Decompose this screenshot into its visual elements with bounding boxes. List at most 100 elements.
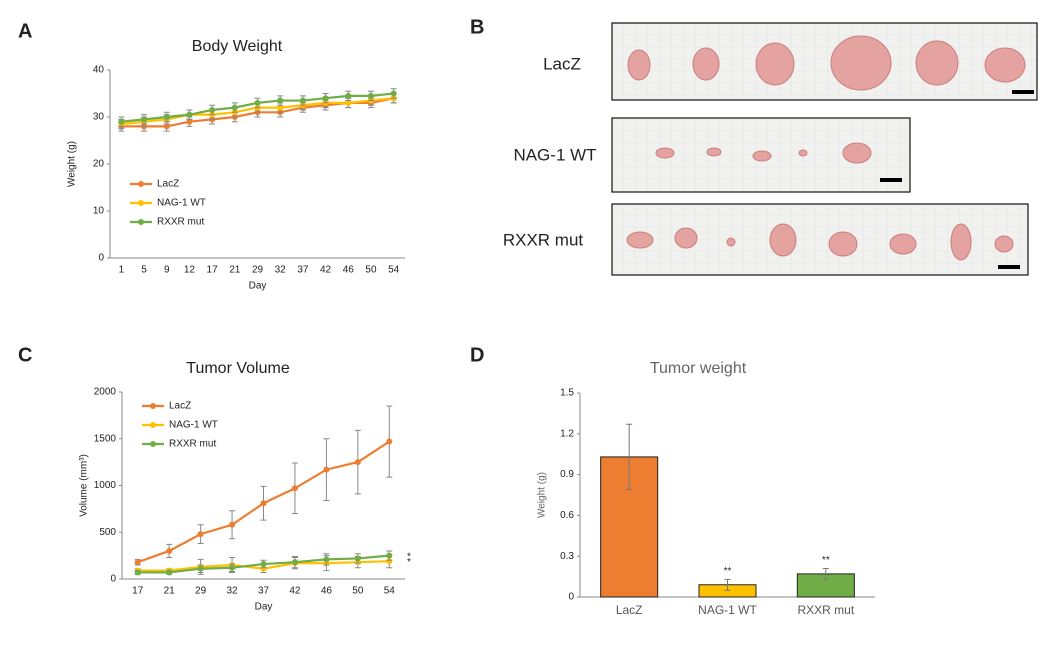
point bbox=[386, 558, 393, 565]
row-label: LacZ bbox=[543, 54, 581, 73]
point bbox=[166, 569, 173, 576]
point bbox=[291, 559, 298, 566]
x-tick-label: 17 bbox=[132, 586, 144, 597]
point bbox=[299, 97, 306, 104]
y-tick-label: 500 bbox=[99, 527, 116, 538]
annotation: ** bbox=[822, 555, 830, 566]
point bbox=[386, 438, 393, 445]
x-tick-label: 37 bbox=[297, 265, 309, 276]
legend-label: NAG-1 WT bbox=[169, 420, 218, 431]
row-label: RXXR mut bbox=[503, 230, 584, 249]
panel-label: A bbox=[18, 20, 32, 42]
point bbox=[386, 552, 393, 559]
point bbox=[197, 531, 204, 538]
y-tick-label: 0.9 bbox=[560, 469, 574, 480]
point bbox=[277, 104, 284, 111]
x-tick-label: 37 bbox=[258, 586, 270, 597]
x-tick-label: 32 bbox=[226, 586, 238, 597]
point bbox=[186, 118, 193, 125]
x-tick-label: 1 bbox=[119, 265, 125, 276]
y-tick-label: 10 bbox=[93, 206, 105, 217]
panel-label: C bbox=[18, 344, 32, 366]
x-tick-label: 9 bbox=[164, 265, 170, 276]
point bbox=[163, 114, 170, 120]
legend-marker bbox=[150, 441, 156, 447]
legend-marker bbox=[150, 422, 156, 428]
scale-bar bbox=[998, 265, 1020, 269]
y-axis-label: Volume (mm³) bbox=[79, 454, 90, 517]
x-tick-label: 5 bbox=[141, 265, 147, 276]
x-tick-label: LacZ bbox=[616, 603, 643, 617]
point bbox=[260, 565, 267, 572]
legend-marker bbox=[150, 403, 156, 409]
y-axis-label: Weight (g) bbox=[537, 472, 548, 518]
point bbox=[354, 555, 361, 562]
x-tick-label: 32 bbox=[275, 265, 287, 276]
y-tick-label: 0 bbox=[110, 574, 116, 585]
point bbox=[260, 561, 267, 568]
x-tick-label: NAG-1 WT bbox=[698, 603, 757, 617]
error-bar bbox=[822, 567, 829, 580]
point bbox=[367, 92, 374, 99]
legend-label: LacZ bbox=[169, 401, 191, 412]
point bbox=[197, 565, 204, 572]
legend-marker bbox=[138, 200, 144, 206]
legend-label: LacZ bbox=[157, 179, 179, 190]
point bbox=[209, 106, 216, 113]
y-tick-label: 0 bbox=[98, 253, 104, 264]
error-bar bbox=[626, 423, 633, 491]
point bbox=[118, 118, 125, 125]
y-tick-label: 1.2 bbox=[560, 428, 574, 439]
y-tick-label: 2000 bbox=[94, 387, 117, 398]
scale-bar bbox=[880, 178, 902, 182]
point bbox=[134, 569, 141, 576]
annotation: * bbox=[407, 557, 411, 568]
photo bbox=[611, 22, 1038, 101]
point bbox=[163, 123, 170, 130]
error-bar bbox=[724, 578, 731, 591]
point bbox=[323, 556, 330, 563]
scale-bar bbox=[1012, 90, 1034, 94]
point bbox=[323, 466, 330, 473]
x-tick-label: 29 bbox=[195, 586, 207, 597]
point bbox=[345, 92, 352, 99]
x-tick-label: 21 bbox=[164, 586, 176, 597]
chart-title: Body Weight bbox=[192, 38, 283, 55]
x-axis-label: Day bbox=[249, 281, 267, 292]
y-tick-label: 40 bbox=[93, 65, 105, 76]
x-axis-label: Day bbox=[255, 602, 273, 613]
annotation: * bbox=[407, 551, 411, 562]
x-tick-label: 50 bbox=[365, 265, 377, 276]
point bbox=[229, 564, 236, 571]
point bbox=[166, 547, 173, 554]
x-tick-label: 54 bbox=[384, 586, 396, 597]
chart-title: Tumor Volume bbox=[186, 360, 290, 377]
y-axis-label: Weight (g) bbox=[67, 141, 78, 187]
point bbox=[354, 459, 361, 466]
y-tick-label: 1.5 bbox=[560, 388, 574, 399]
point bbox=[277, 97, 284, 104]
point bbox=[229, 521, 236, 528]
point bbox=[141, 116, 148, 123]
x-tick-label: 42 bbox=[289, 586, 301, 597]
x-tick-label: 54 bbox=[388, 265, 400, 276]
point bbox=[390, 90, 397, 97]
y-tick-label: 30 bbox=[93, 112, 105, 123]
x-tick-label: RXXR mut bbox=[797, 603, 854, 617]
point bbox=[134, 559, 141, 566]
x-tick-label: 46 bbox=[321, 586, 333, 597]
legend-label: NAG-1 WT bbox=[157, 198, 206, 209]
tumors bbox=[626, 35, 1026, 261]
point bbox=[345, 99, 352, 106]
y-tick-label: 0.3 bbox=[560, 551, 574, 562]
panel-label: D bbox=[470, 344, 484, 366]
photo-panel: LacZ NAG-1 WT RXXR mut bbox=[503, 22, 1038, 276]
panel-label: B bbox=[470, 16, 484, 38]
x-tick-label: 12 bbox=[184, 265, 196, 276]
chart-title: Tumor weight bbox=[650, 360, 747, 377]
point bbox=[291, 485, 298, 492]
point bbox=[231, 104, 238, 111]
y-tick-label: 0 bbox=[568, 592, 574, 603]
point bbox=[322, 95, 329, 102]
